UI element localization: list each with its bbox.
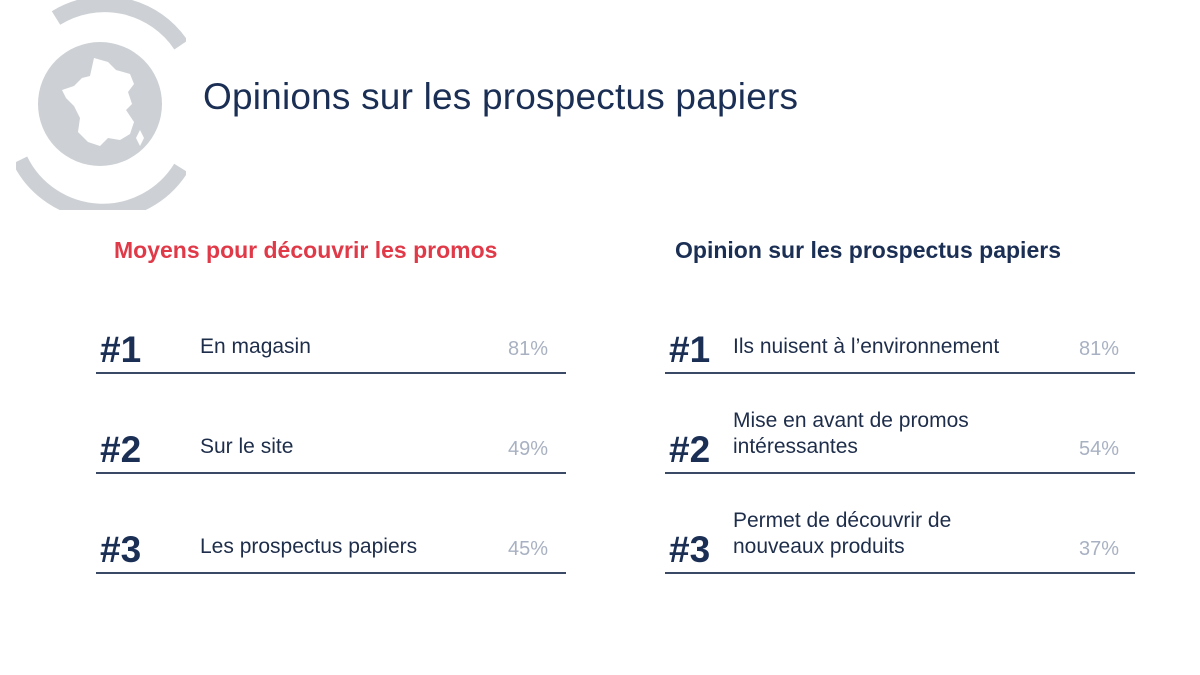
ranking-row: #1 Ils nuisent à l’environnement 81% [665,314,1135,374]
right-column-title: Opinion sur les prospectus papiers [675,237,1061,263]
france-map-icon [16,0,186,210]
ranking-percent: 49% [507,438,548,460]
ranking-row: #1 En magasin 81% [96,314,566,374]
ranking-row: #3 Permet de découvrir de nouveaux produ… [665,509,1135,574]
page-title: Opinions sur les prospectus papiers [203,76,799,117]
ranking-label: En magasin [200,335,311,358]
rank-number: #1 [669,329,711,370]
right-ranking: Opinion sur les prospectus papiers #1 Il… [665,232,1135,614]
left-column-title: Moyens pour découvrir les promos [114,237,498,263]
rank-number: #2 [100,429,142,470]
rank-number: #3 [100,529,142,570]
ranking-row: #2 Sur le site 49% [96,414,566,474]
ranking-row: #3 Les prospectus papiers 45% [96,514,566,574]
ranking-percent: 54% [1078,438,1119,460]
ranking-label: Ils nuisent à l’environnement [733,335,1000,358]
ranking-label: Les prospectus papiers [200,535,418,558]
rank-number: #1 [100,329,142,370]
ranking-percent: 81% [1078,338,1119,360]
ranking-label: Sur le site [200,435,294,458]
ranking-percent: 81% [507,338,548,360]
rank-number: #3 [669,529,711,570]
ranking-label: Mise en avant de promos intéressantes [733,409,969,458]
ranking-row: #2 Mise en avant de promos intéressantes… [665,409,1135,474]
left-ranking: Moyens pour découvrir les promos #1 En m… [96,232,566,614]
rank-number: #2 [669,429,711,470]
ranking-percent: 37% [1078,538,1119,560]
ranking-label: Permet de découvrir de nouveaux produits [733,509,952,558]
ranking-percent: 45% [507,538,548,560]
